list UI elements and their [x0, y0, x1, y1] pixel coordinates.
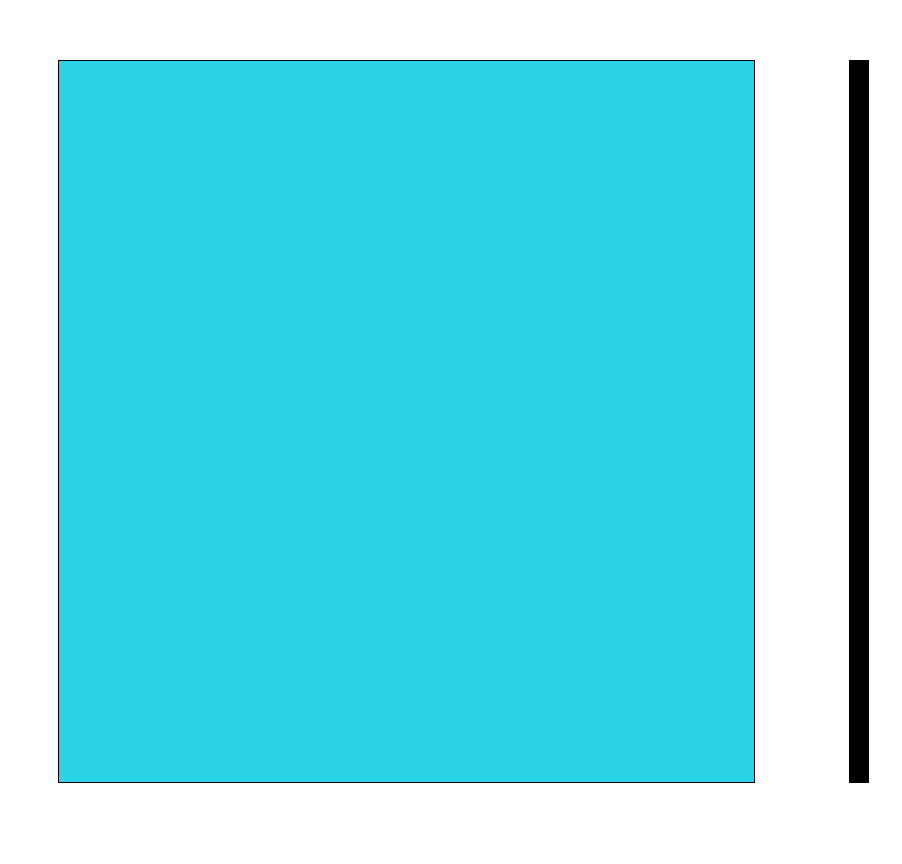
spectrogram-plot-area	[58, 60, 755, 783]
clip-indicator-fill	[849, 60, 869, 783]
spectrogram-image	[59, 61, 754, 782]
clip-indicator-bar	[849, 60, 869, 783]
time-axis-right-utc	[756, 60, 757, 783]
time-axis-left-pdt	[57, 60, 58, 783]
frequency-axis	[58, 783, 755, 784]
